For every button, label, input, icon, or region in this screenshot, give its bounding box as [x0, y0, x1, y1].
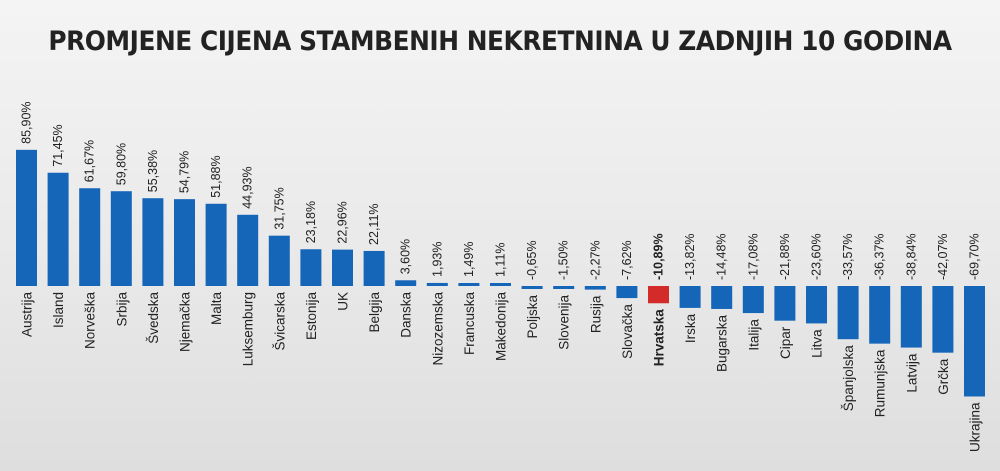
bar-italija — [742, 286, 764, 314]
category-label: Grčka — [936, 358, 951, 394]
category-label: Švedska — [146, 292, 161, 344]
category-label: Njemačka — [178, 292, 193, 353]
category-label: Švicarska — [272, 292, 287, 351]
bar-island — [47, 172, 69, 286]
value-label: -38,84% — [904, 233, 918, 280]
value-label: 44,93% — [241, 166, 255, 208]
bar-srbija — [110, 191, 132, 286]
value-label: -23,60% — [810, 233, 824, 280]
bar-nizozemska — [426, 282, 448, 286]
value-label: 1,93% — [430, 241, 444, 276]
bar-uk — [332, 249, 353, 286]
value-labels-group: 85,90% 71,45% 61,67% 59,80% 55,38% 54,79% 51,8… — [20, 101, 982, 280]
value-label: -17,08% — [746, 233, 760, 280]
category-label: Slovačka — [620, 304, 635, 359]
value-label: -14,48% — [715, 233, 729, 280]
value-label: 31,75% — [272, 187, 286, 229]
category-label: Cipar — [778, 326, 793, 359]
value-label: -0,65% — [525, 240, 539, 280]
category-label: Malta — [209, 292, 224, 326]
value-label: -1,50% — [557, 240, 571, 280]
value-label: -10,89% — [652, 233, 666, 280]
category-label: Litva — [810, 329, 825, 358]
category-label: Rumunjska — [873, 349, 888, 417]
value-label: -69,70% — [968, 233, 982, 280]
category-label: Norveška — [83, 292, 98, 350]
bar-slovenija — [553, 286, 575, 289]
value-label: -42,07% — [936, 233, 950, 280]
category-label: Nizozemska — [430, 292, 445, 366]
value-label: 55,38% — [146, 150, 160, 192]
value-label: 51,88% — [209, 155, 223, 197]
bar-francuska — [458, 283, 480, 286]
category-label: Bugarska — [715, 314, 730, 372]
bar-njemačka — [174, 199, 195, 286]
category-label: Estonija — [304, 292, 319, 341]
category-label: Belgija — [367, 292, 382, 333]
bar-švedska — [142, 198, 164, 286]
bar-makedonija — [490, 283, 511, 286]
bar-ukrajina — [964, 286, 985, 397]
bar-danska — [395, 280, 417, 286]
chart-title: PROMJENE CIJENA STAMBENIH NEKRETNINA U Z… — [48, 26, 952, 57]
value-label: 1,11% — [494, 242, 508, 277]
value-label: 3,60% — [399, 239, 413, 274]
value-label: -36,37% — [873, 233, 887, 280]
category-labels-group: Austrija Island Norveška Srbija Švedska Njema… — [20, 292, 983, 452]
bar-poljska — [521, 286, 543, 289]
category-label: Latvija — [904, 353, 919, 393]
value-label: 23,18% — [304, 201, 318, 243]
category-label: Makedonija — [494, 292, 509, 362]
bar-malta — [205, 203, 227, 286]
value-label: 22,11% — [367, 203, 381, 244]
value-label: -7,62% — [620, 240, 634, 280]
bar-bugarska — [711, 286, 733, 309]
bar-rusija — [584, 286, 606, 290]
category-label: Austrija — [20, 292, 35, 338]
category-label: Slovenija — [557, 295, 572, 350]
category-label: Danska — [399, 292, 414, 338]
value-label: -13,82% — [683, 233, 697, 280]
bar-norveška — [79, 188, 101, 286]
value-label: -33,57% — [841, 233, 855, 280]
category-label: Luksemburg — [241, 292, 256, 366]
bar-luksemburg — [237, 214, 259, 286]
value-label: 1,49% — [462, 242, 476, 277]
bar-irska — [679, 286, 701, 308]
bar-belgija — [363, 250, 385, 286]
category-label: Poljska — [525, 295, 540, 339]
bar-švicarska — [268, 235, 290, 286]
bar-slovačka — [616, 286, 638, 299]
bar-španjolska — [837, 286, 859, 340]
category-label: Rusija — [588, 295, 603, 333]
bar-estonija — [300, 249, 322, 286]
category-label: Francuska — [462, 292, 477, 356]
category-label: Španjolska — [841, 345, 856, 412]
category-label: Hrvatska — [652, 309, 667, 367]
bar-grčka — [932, 286, 954, 353]
bars-group — [16, 149, 985, 397]
category-label: Italija — [746, 319, 761, 351]
value-label: 61,67% — [83, 140, 97, 182]
value-label: 22,96% — [336, 201, 350, 243]
bar-austrija — [16, 149, 37, 286]
value-label: -2,27% — [588, 240, 602, 280]
value-label: 54,79% — [178, 151, 192, 193]
value-label: 71,45% — [51, 124, 65, 166]
bar-litva — [806, 286, 827, 324]
category-label: Island — [51, 292, 66, 328]
category-label: UK — [336, 292, 351, 311]
value-label: 85,90% — [20, 101, 34, 143]
bar-hrvatska — [648, 286, 669, 304]
category-label: Srbija — [114, 292, 129, 327]
category-label: Ukrajina — [968, 402, 983, 452]
category-label: Irska — [683, 313, 698, 343]
bar-cipar — [774, 286, 796, 321]
value-label: 59,80% — [114, 143, 128, 185]
bar-rumunjska — [869, 286, 891, 344]
value-label: -21,88% — [778, 233, 792, 280]
bar-latvija — [900, 286, 922, 348]
